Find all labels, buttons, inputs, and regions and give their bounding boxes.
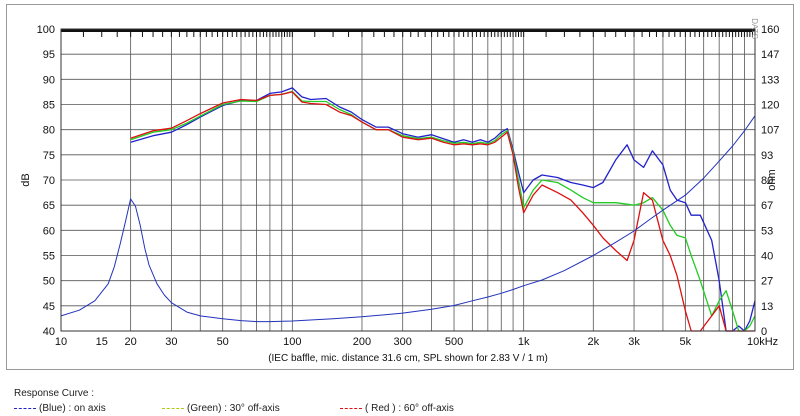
y2-tick-label: 40: [761, 251, 773, 263]
series-line-3: [60, 115, 756, 323]
series-line-0: [130, 87, 756, 332]
x-tick-label: 100: [283, 336, 301, 348]
y2-tick-label: 13: [761, 301, 773, 313]
legend-title: Response Curve :: [14, 388, 95, 399]
y-tick-label: 85: [43, 100, 55, 112]
watermark: DATS: [750, 18, 759, 39]
y2-tick-label: 120: [761, 100, 779, 112]
legend-swatch-green: [162, 407, 184, 409]
y-tick-label: 90: [43, 74, 55, 86]
x-tick-label: 15: [96, 336, 108, 348]
x-axis-note: (IEC baffle, mic. distance 31.6 cm, SPL …: [268, 353, 548, 364]
y-tick-label: 95: [43, 49, 55, 61]
x-tick-label: 10: [55, 336, 67, 348]
y-tick-label: 50: [43, 276, 55, 288]
legend-label-red: ( Red ) : 60° off-axis: [365, 403, 454, 414]
axis-labels: 40 45 50 55 60 65 70 75 80 85 90 95 100 0 13 27 40 53 67 80…: [20, 18, 779, 364]
x-tick-label: 10kHz: [747, 336, 778, 348]
y2-tick-label: 53: [761, 225, 773, 237]
x-tick-label: 50: [217, 336, 229, 348]
top-band: [61, 29, 755, 32]
plot-border: [60, 28, 756, 332]
x-tick-label: 2k: [587, 336, 599, 348]
x-tick-label: 20: [125, 336, 137, 348]
y-tick-label: 55: [43, 251, 55, 263]
x-tick-label: 3k: [628, 336, 640, 348]
x-tick-label: 200: [353, 336, 371, 348]
legend-swatch-blue: [14, 407, 36, 409]
y2-tick-label: 0: [761, 326, 767, 338]
y-tick-label: 70: [43, 175, 55, 187]
y-tick-label: 75: [43, 150, 55, 162]
y2-tick-label: 67: [761, 200, 773, 212]
x-tick-label: 5k: [680, 336, 692, 348]
y-tick-label: 40: [43, 326, 55, 338]
legend-entry-blue: (Blue) : on axis: [14, 403, 106, 414]
y-tick-label: 60: [43, 225, 55, 237]
y2-tick-label: 93: [761, 150, 773, 162]
y-axis-title: dB: [20, 173, 32, 186]
y2-tick-label: 133: [761, 74, 779, 86]
series-lines: [60, 87, 756, 332]
y2-tick-label: 80: [761, 175, 773, 187]
legend-label-blue: (Blue) : on axis: [39, 403, 106, 414]
legend-label-green: (Green) : 30° off-axis: [187, 403, 280, 414]
y-tick-label: 65: [43, 200, 55, 212]
series-line-2: [130, 91, 755, 332]
x-tick-label: 500: [445, 336, 463, 348]
chart-frame: 40 45 50 55 60 65 70 75 80 85 90 95 100 0 13 27 40 53 67 80…: [6, 4, 794, 370]
legend-swatch-red: [340, 407, 362, 409]
y2-tick-label: 160: [761, 24, 779, 36]
y2-tick-label: 107: [761, 125, 779, 137]
y2-axis-title: ohm: [766, 169, 778, 190]
x-tick-label: 1k: [518, 336, 530, 348]
frequency-response-chart: 40 45 50 55 60 65 70 75 80 85 90 95 100 0 13 27 40 53 67 80…: [20, 18, 779, 364]
axes: [60, 28, 756, 332]
y2-tick-label: 27: [761, 276, 773, 288]
y2-tick-label: 147: [761, 49, 779, 61]
y-tick-label: 100: [37, 24, 55, 36]
y-tick-label: 80: [43, 125, 55, 137]
grid: [60, 28, 756, 332]
x-tick-label: 30: [165, 336, 177, 348]
x-tick-label: 300: [394, 336, 412, 348]
y-tick-label: 45: [43, 301, 55, 313]
legend-entry-red: ( Red ) : 60° off-axis: [340, 403, 454, 414]
legend-entry-green: (Green) : 30° off-axis: [162, 403, 280, 414]
